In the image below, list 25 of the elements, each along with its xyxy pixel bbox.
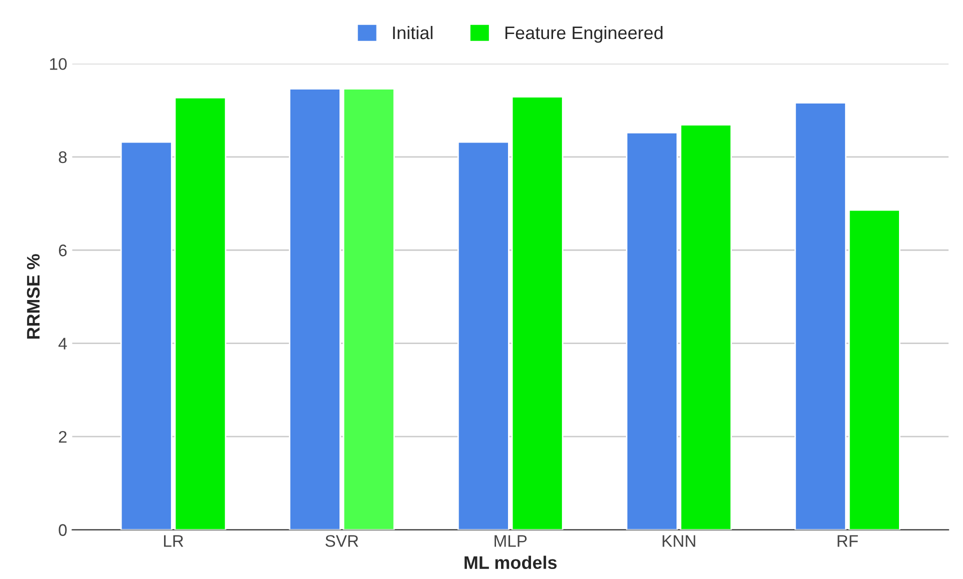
x-tick-label: LR [164, 535, 184, 547]
bar [120, 141, 172, 530]
y-tick-label: 8 [58, 151, 67, 164]
bar [794, 102, 846, 530]
x-axis-title: ML models [464, 556, 557, 569]
bar [342, 88, 395, 530]
bar [511, 96, 564, 530]
bar [848, 209, 900, 530]
y-tick-label: 2 [58, 430, 67, 443]
y-tick-label: 4 [58, 338, 67, 350]
bar [457, 141, 510, 530]
x-tick-label: RF [838, 535, 858, 547]
bar [680, 124, 732, 530]
y-tick-label: 0 [58, 524, 67, 536]
legend-label: Feature Engineered [506, 26, 662, 43]
bar [174, 97, 226, 530]
y-axis-title: RRMSE % [26, 254, 40, 339]
x-tick-label: KNN [662, 535, 696, 547]
x-tick-label: MLP [494, 535, 527, 547]
y-tick-label: 6 [58, 244, 67, 256]
bar [626, 132, 678, 530]
y-tick-label: 10 [50, 58, 67, 70]
legend-label: Initial [393, 26, 432, 40]
x-tick-label: SVR [325, 535, 358, 547]
bar [288, 88, 341, 530]
